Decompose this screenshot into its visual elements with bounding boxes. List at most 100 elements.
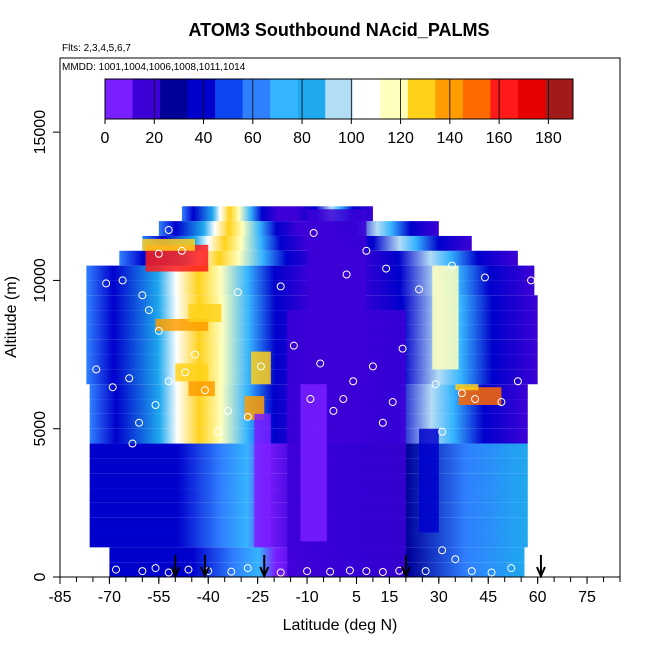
colorbar-tick-label: 140 bbox=[436, 130, 463, 147]
colorbar-swatch bbox=[352, 79, 381, 119]
field-patch bbox=[458, 387, 502, 405]
colorbar-swatch bbox=[105, 79, 134, 119]
colorbar-tick-label: 100 bbox=[338, 130, 365, 147]
colorbar-tick-label: 0 bbox=[101, 130, 110, 147]
sample-point bbox=[415, 285, 424, 294]
flight-arrow-head bbox=[200, 566, 210, 579]
colorbar-tick-label: 180 bbox=[535, 130, 562, 147]
flight-arrow-head bbox=[170, 566, 181, 579]
sample-point bbox=[382, 264, 391, 273]
field-patch bbox=[188, 304, 222, 322]
sample-point bbox=[151, 564, 160, 573]
sample-point bbox=[151, 400, 160, 409]
x-tick-label: 45 bbox=[479, 589, 497, 606]
field-patch bbox=[432, 265, 459, 370]
sample-point bbox=[154, 249, 163, 258]
sample-point bbox=[303, 567, 312, 576]
field-patch bbox=[142, 238, 196, 251]
sample-point bbox=[200, 386, 209, 395]
sample-point bbox=[533, 418, 542, 427]
sample-point bbox=[191, 350, 200, 359]
sample-point bbox=[177, 246, 186, 255]
sample-point bbox=[345, 566, 354, 575]
sample-point bbox=[398, 344, 407, 353]
y-tick-label: 0 bbox=[32, 572, 49, 581]
field-patch bbox=[251, 351, 271, 385]
sample-point bbox=[507, 564, 516, 573]
sample-point bbox=[164, 568, 173, 577]
chart-title: ATOM3 Southbound NAcid_PALMS bbox=[189, 20, 490, 40]
sample-point bbox=[480, 273, 489, 282]
sample-point bbox=[448, 261, 456, 270]
sample-point bbox=[349, 377, 358, 386]
sample-point bbox=[164, 226, 173, 235]
colorbar-tick-label: 160 bbox=[486, 130, 513, 147]
sample-point bbox=[135, 418, 144, 427]
colorbar-swatch bbox=[490, 79, 519, 119]
sample-point bbox=[224, 406, 232, 415]
sample-point bbox=[540, 341, 549, 350]
y-tick-label: 15000 bbox=[32, 110, 49, 155]
sample-point bbox=[144, 306, 153, 315]
colorbar-swatch bbox=[325, 79, 354, 119]
sample-point bbox=[316, 359, 325, 368]
colorbar-swatch bbox=[160, 79, 189, 119]
colorbar-swatch bbox=[132, 79, 161, 119]
x-axis-label: Latitude (deg N) bbox=[283, 617, 398, 634]
sample-point bbox=[451, 555, 460, 564]
colorbar-swatch bbox=[517, 79, 546, 119]
colorbar-tick-label: 40 bbox=[195, 130, 213, 147]
colorbar-swatch bbox=[407, 79, 436, 119]
sample-point bbox=[471, 395, 480, 404]
x-tick-label: -10 bbox=[295, 589, 318, 606]
y-axis: 0 5000 10000 15000 bbox=[32, 110, 60, 581]
sample-point bbox=[339, 395, 348, 404]
sample-point bbox=[306, 395, 315, 404]
x-tick-label: -85 bbox=[48, 589, 71, 606]
colorbar-tick-label: 120 bbox=[387, 130, 414, 147]
sample-point bbox=[138, 291, 147, 300]
colorbar-tick-label: 60 bbox=[244, 130, 262, 147]
x-tick-label: 75 bbox=[578, 589, 596, 606]
x-tick-label: -25 bbox=[246, 589, 269, 606]
field-patch bbox=[155, 318, 209, 331]
sample-point bbox=[309, 228, 318, 237]
x-tick-label: -40 bbox=[197, 589, 220, 606]
x-tick-label: 30 bbox=[430, 589, 448, 606]
sample-point bbox=[368, 362, 377, 371]
colorbar-swatch bbox=[462, 79, 491, 119]
flight-arrow-head bbox=[400, 566, 411, 579]
flight-arrow-head bbox=[259, 566, 270, 579]
sample-point bbox=[276, 568, 285, 577]
sample-point bbox=[276, 282, 285, 291]
field-patch bbox=[419, 428, 439, 533]
colorbar-swatch bbox=[187, 79, 216, 119]
x-tick-label: 5 bbox=[352, 589, 361, 606]
x-tick-label: -55 bbox=[147, 589, 170, 606]
sample-point bbox=[214, 427, 223, 436]
colorbar-swatch bbox=[380, 79, 409, 119]
sample-point bbox=[118, 276, 127, 285]
field-patch bbox=[254, 413, 271, 548]
colorbar-tick-label: 80 bbox=[293, 130, 311, 147]
colorbar-swatch bbox=[435, 79, 464, 119]
sample-point bbox=[181, 368, 190, 377]
sample-point bbox=[102, 279, 111, 288]
sample-point bbox=[233, 288, 242, 297]
sample-point bbox=[164, 377, 173, 386]
sample-point bbox=[438, 546, 447, 555]
sample-point bbox=[112, 565, 120, 574]
x-tick-label: 15 bbox=[381, 589, 399, 606]
sample-point bbox=[438, 427, 447, 436]
x-tick-label: -70 bbox=[98, 589, 121, 606]
sample-point bbox=[125, 374, 134, 383]
sample-point bbox=[243, 412, 252, 421]
field-patch bbox=[455, 384, 479, 391]
sample-point bbox=[467, 567, 476, 576]
sample-point bbox=[243, 564, 252, 573]
x-tick-label: 60 bbox=[529, 589, 547, 606]
sample-point bbox=[154, 326, 163, 335]
sample-point bbox=[378, 567, 387, 576]
sample-point bbox=[487, 568, 496, 577]
y-tick-label: 5000 bbox=[32, 411, 49, 447]
